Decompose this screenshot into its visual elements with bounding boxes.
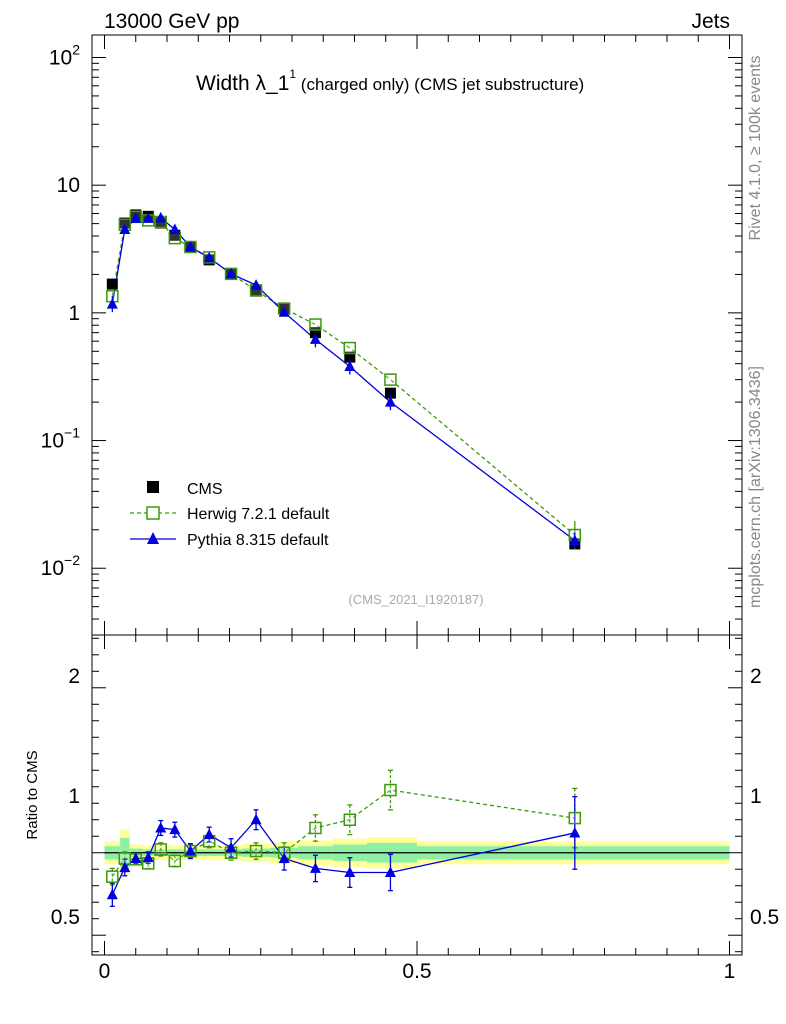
- mcplots-label: mcplots.cern.ch [arXiv:1306.3436]: [747, 366, 764, 608]
- plot-title: Width λ_11 (charged only) (CMS jet subst…: [196, 67, 584, 95]
- ratio-ytick-label-left-0-5: 0.5: [51, 906, 80, 929]
- herwig-point: [168, 231, 182, 245]
- main-y-tick-labels: 102 10 1 10−1 10−2: [41, 41, 81, 580]
- ratio-series-layer: [106, 769, 582, 907]
- pythia-point: [203, 251, 215, 263]
- ratio-pythia-point: [119, 861, 131, 873]
- legend-cms-label: CMS: [187, 481, 223, 498]
- main-ytick-label: 1: [68, 302, 80, 325]
- ratio-pythia-point: [250, 813, 262, 825]
- pythia-point: [155, 211, 167, 223]
- header-process-label: Jets: [691, 10, 730, 33]
- cms-point: [106, 278, 118, 290]
- ratio-axes-ticks: [92, 635, 742, 955]
- herwig-point: [343, 341, 357, 355]
- main-axes-ticks: [92, 35, 742, 636]
- ratio-pythia-point: [384, 866, 396, 878]
- legend-herwig-label: Herwig 7.2.1 default: [187, 506, 330, 523]
- ratio-pythia-point: [344, 866, 356, 878]
- legend-pythia-marker: [147, 532, 159, 544]
- pythia-point: [278, 306, 290, 317]
- ratio-ytick-label-right-2: 2: [750, 665, 762, 688]
- pythia-point: [250, 279, 262, 290]
- ratio-pythia-point: [278, 852, 290, 864]
- legend-pythia-label: Pythia 8.315 default: [187, 532, 329, 549]
- pythia-point: [344, 360, 356, 372]
- cms-point: [169, 229, 181, 241]
- pythia-point: [142, 212, 154, 223]
- ratio-herwig-point: [106, 870, 119, 883]
- ratio-pythia-point: [225, 841, 237, 853]
- pythia-point: [384, 396, 396, 407]
- xtick-label-0-5: 0.5: [402, 960, 431, 983]
- legend-cms-marker: [147, 481, 159, 493]
- pythia-point: [169, 223, 181, 234]
- ratio-ytick-label-left-1: 1: [68, 785, 80, 808]
- ratio-herwig-point: [568, 811, 582, 825]
- herwig-line: [111, 216, 576, 536]
- ratio-pythia-point: [569, 826, 581, 838]
- ratio-herwig-point: [168, 854, 182, 868]
- main-ytick-label: 10−2: [41, 552, 81, 580]
- main-ytick-label: 10−1: [41, 425, 81, 453]
- ratio-ytick-label-right-1: 1: [750, 785, 762, 808]
- ratio-pythia-point: [142, 851, 154, 863]
- pythia-point: [184, 240, 196, 252]
- ratio-pythia-point: [169, 823, 181, 835]
- ratio-herwig-point: [384, 783, 397, 797]
- ratio-pythia-point: [155, 821, 167, 833]
- pythia-point: [119, 223, 131, 234]
- herwig-point: [309, 318, 322, 331]
- cms-point: [344, 351, 356, 363]
- main-series-layer: [106, 209, 582, 550]
- herwig-point: [384, 373, 397, 386]
- ratio-plot-frame: [91, 634, 743, 956]
- ratio-herwig-point: [249, 844, 263, 858]
- header-energy-label: 13000 GeV pp: [104, 10, 239, 33]
- cms-point: [119, 217, 131, 229]
- plot-title-superscript: 1: [289, 67, 296, 81]
- ratio-herwig-point: [343, 813, 357, 826]
- ratio-pythia-point: [309, 862, 321, 873]
- pythia-point: [130, 212, 142, 223]
- plot-title-subtitle: (charged only) (CMS jet substructure): [296, 75, 584, 94]
- pythia-point: [225, 267, 237, 279]
- legend-herwig-marker: [146, 506, 160, 520]
- ratio-herwig-point: [154, 843, 167, 856]
- pythia-point: [309, 333, 321, 344]
- pythia-line: [111, 217, 576, 541]
- ratio-herwig-point: [309, 821, 322, 835]
- analysis-watermark: (CMS_2021_I1920187): [348, 592, 483, 607]
- rivet-version-label: Rivet 4.1.0, ≥ 100k events: [747, 56, 764, 241]
- ratio-ytick-label-right-0-5: 0.5: [750, 906, 779, 929]
- ratio-pythia-point: [106, 888, 118, 900]
- pythia-point: [106, 298, 118, 309]
- cms-point: [155, 217, 167, 229]
- main-ytick-label: 10: [57, 174, 80, 197]
- ratio-y-axis-label: Ratio to CMS: [24, 750, 41, 839]
- ratio-pythia-point: [184, 845, 196, 856]
- ratio-pythia-point: [130, 852, 142, 864]
- ratio-pythia-point: [203, 828, 215, 840]
- pythia-point: [569, 534, 581, 545]
- plot-title-main: Width λ_1: [196, 72, 289, 95]
- xtick-label-0: 0: [99, 960, 111, 983]
- legend: CMS Herwig 7.2.1 default Pythia 8.315 de…: [130, 481, 330, 549]
- main-ytick-label: 102: [49, 41, 80, 69]
- xtick-label-1: 1: [724, 960, 736, 983]
- cms-point: [384, 387, 396, 399]
- ratio-ytick-label-left-2: 2: [68, 665, 80, 688]
- cms-point: [250, 285, 262, 297]
